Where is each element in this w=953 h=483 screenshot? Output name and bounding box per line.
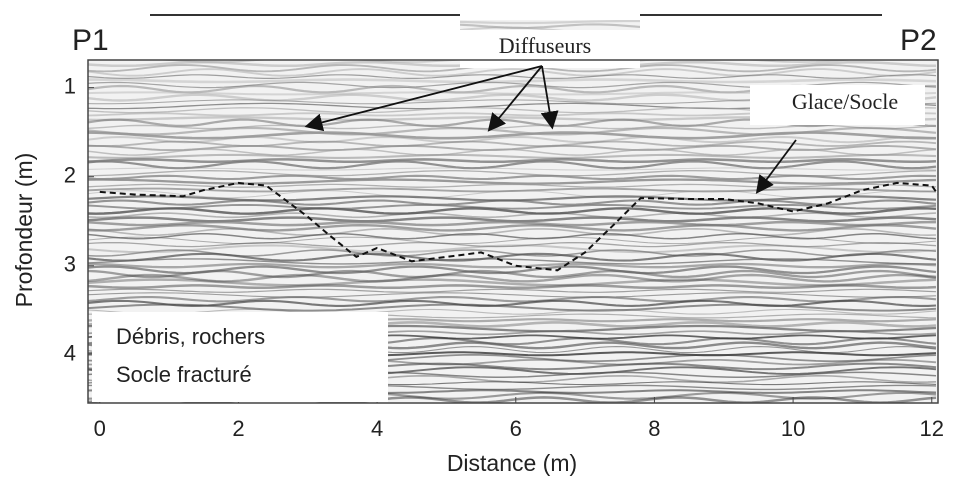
x-tick-label: 0 [94, 416, 106, 441]
reflection [88, 244, 937, 254]
annotation-arrow [304, 65, 543, 132]
reflection [88, 199, 937, 206]
reflection [88, 258, 936, 265]
reflection [88, 303, 937, 312]
reflection [88, 273, 937, 283]
annotation-arrow [540, 65, 559, 130]
reflection [88, 74, 937, 79]
reflection [88, 292, 937, 298]
box-text: Débris, rochers [116, 324, 265, 349]
profile-label: P1 [72, 24, 109, 57]
reflection [88, 295, 937, 303]
reflection [88, 262, 937, 269]
annotation-arrow [487, 65, 543, 132]
reflection [88, 207, 937, 215]
label-patch [60, 20, 150, 60]
reflection [88, 158, 937, 164]
reflection [88, 232, 937, 240]
reflection [88, 78, 937, 84]
x-tick-label: 12 [920, 416, 944, 441]
reflection [88, 269, 937, 279]
reflection [88, 252, 937, 262]
x-tick-label: 2 [232, 416, 244, 441]
reflection [88, 160, 937, 170]
annotation-arrow [755, 139, 797, 194]
reflection [88, 178, 937, 185]
reflection [88, 308, 937, 315]
text-box [92, 312, 388, 402]
x-tick-label: 8 [648, 416, 660, 441]
reflection [88, 288, 937, 293]
reflection [88, 278, 937, 287]
x-tick-label: 4 [371, 416, 383, 441]
reflection [88, 212, 937, 219]
reflection [88, 131, 936, 140]
reflection [88, 68, 937, 77]
x-tick-label: 6 [510, 416, 522, 441]
reflection [88, 174, 937, 181]
annotation: Diffuseurs [499, 33, 591, 58]
reflection [88, 140, 937, 147]
reflection [88, 236, 937, 245]
reflection [88, 135, 937, 144]
header-patch [640, 15, 882, 60]
profile-label: P2 [900, 24, 937, 57]
label-patch [882, 20, 953, 60]
box-text: Socle fracturé [116, 362, 252, 387]
reflection [88, 183, 937, 188]
reflection [88, 148, 937, 156]
annotation: Glace/Socle [792, 89, 898, 114]
x-tick-label: 10 [781, 416, 805, 441]
y-tick-label: 1 [64, 73, 76, 98]
label-patch [750, 85, 925, 125]
reflection [88, 223, 937, 232]
reflection [88, 299, 937, 307]
reflection [88, 227, 937, 237]
x-axis-label: Distance (m) [447, 450, 577, 476]
reflection [88, 220, 936, 227]
reflection [88, 265, 937, 275]
reflection [88, 284, 937, 290]
y-axis-label: Profondeur (m) [11, 153, 37, 308]
y-tick-label: 2 [64, 163, 76, 188]
axes-frame [87, 59, 939, 404]
reflection [88, 203, 937, 210]
y-tick-label: 3 [64, 252, 76, 277]
reflection [88, 153, 937, 159]
y-tick-label: 4 [64, 341, 76, 366]
label-patch [460, 30, 640, 68]
reflection [88, 241, 937, 248]
reflection [88, 187, 936, 193]
header-patch [150, 15, 460, 60]
reflection [88, 167, 937, 171]
interface-line [99, 181, 939, 272]
